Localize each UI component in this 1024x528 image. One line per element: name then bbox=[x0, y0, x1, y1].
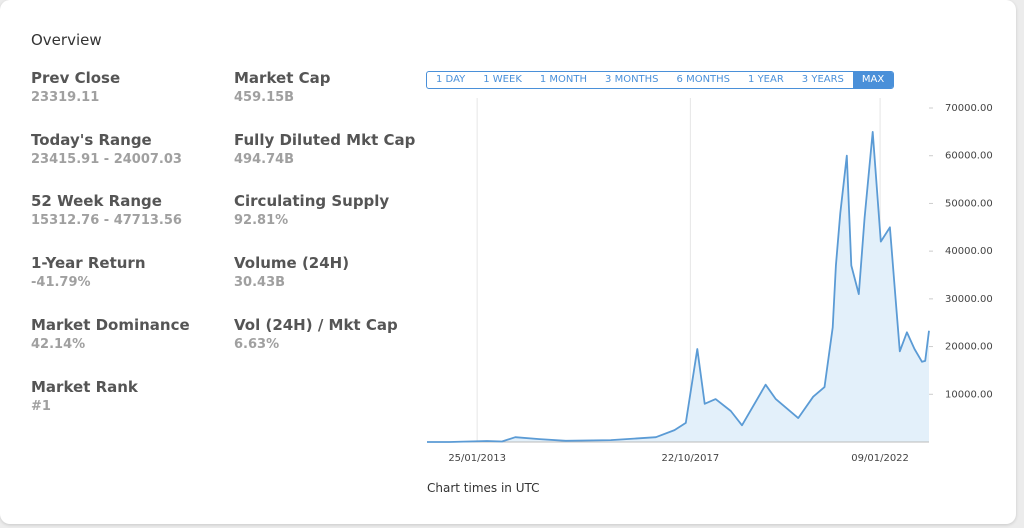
price-line bbox=[427, 131, 930, 443]
range-button[interactable]: 1 YEAR bbox=[748, 74, 784, 85]
area bbox=[427, 131, 929, 442]
stat: Prev Close 23319.11 bbox=[31, 69, 120, 105]
overview-title: Overview bbox=[31, 31, 102, 49]
stat-label: 1-Year Return bbox=[31, 254, 146, 273]
y-tick-label: 10000.00 bbox=[945, 389, 993, 400]
x-tick-label: 09/01/2022 bbox=[851, 453, 909, 464]
range-buttons: 1 DAY 1 WEEK 1 MONTH 3 MONTHS 6 MONTHS 1 YEAR… bbox=[426, 71, 895, 89]
y-tick-label: 20000.00 bbox=[945, 342, 993, 353]
y-tick-label: 50000.00 bbox=[945, 198, 993, 209]
stat-value: 494.74B bbox=[234, 151, 295, 167]
stat: Market Dominance 42.14% bbox=[31, 316, 190, 352]
range-button[interactable]: MAX bbox=[852, 72, 894, 88]
range-button[interactable]: 1 WEEK bbox=[483, 74, 522, 85]
y-tick-label: 70000.00 bbox=[945, 103, 993, 114]
stat-label: Prev Close bbox=[31, 69, 121, 87]
range-button[interactable]: 6 MONTHS bbox=[676, 74, 731, 85]
y-tick-label: 60000.00 bbox=[945, 151, 993, 162]
range-button[interactable]: 1 MONTH bbox=[539, 74, 588, 85]
stat: Fully Diluted Mkt Cap 494.74B bbox=[234, 131, 415, 167]
stat-value: 6.63% bbox=[234, 336, 280, 352]
y-tick-label: 30000.00 bbox=[945, 294, 993, 305]
stat-label: Vol (24H) / Mkt Cap bbox=[234, 315, 398, 334]
stat-value: 459.15B bbox=[234, 90, 295, 105]
stat: Volume (24H) 30.43B bbox=[234, 254, 349, 290]
stat: 52 Week Range 15312.76 - 47713.56 bbox=[31, 192, 182, 228]
range-button[interactable]: 3 YEARS bbox=[801, 74, 844, 85]
range-button[interactable]: 1 DAY bbox=[436, 74, 466, 85]
stat-label: Volume (24H) bbox=[234, 254, 350, 273]
stat-value: 42.14% bbox=[31, 336, 86, 352]
stat-label: Market Dominance bbox=[31, 315, 190, 334]
stat: Market Cap 459.15B bbox=[234, 69, 330, 105]
stat-value: 23319.11 bbox=[31, 90, 100, 105]
y-tick-label: 40000.00 bbox=[945, 246, 993, 257]
stat-label: Market Rank bbox=[31, 377, 138, 396]
stat-value: -41.79% bbox=[31, 275, 91, 291]
stat-value: 15312.76 - 47713.56 bbox=[31, 213, 182, 229]
stat: Circulating Supply 92.81% bbox=[234, 192, 389, 228]
stat: Vol (24H) / Mkt Cap 6.63% bbox=[234, 316, 398, 352]
x-tick-label: 22/10/2017 bbox=[662, 453, 720, 464]
stat: 1-Year Return -41.79% bbox=[31, 254, 146, 290]
range-button[interactable]: 3 MONTHS bbox=[605, 74, 659, 85]
stat: Market Rank #1 bbox=[31, 378, 138, 414]
x-tick-label: 25/01/2013 bbox=[448, 453, 506, 464]
stat-label: Fully Diluted Mkt Cap bbox=[234, 130, 416, 149]
stat-label: Today's Range bbox=[31, 130, 152, 149]
stat-label: 52 Week Range bbox=[31, 192, 162, 211]
stat-value: #1 bbox=[31, 398, 51, 414]
stat-label: Market Cap bbox=[234, 69, 331, 87]
stat-value: 23415.91 - 24007.03 bbox=[31, 151, 182, 167]
chart-note: Chart times in UTC bbox=[427, 481, 540, 495]
stat-value: 92.81% bbox=[234, 213, 289, 229]
stat: Today's Range 23415.91 - 24007.03 bbox=[31, 131, 182, 167]
stat-value: 30.43B bbox=[234, 275, 286, 291]
stat-label: Circulating Supply bbox=[234, 192, 390, 211]
